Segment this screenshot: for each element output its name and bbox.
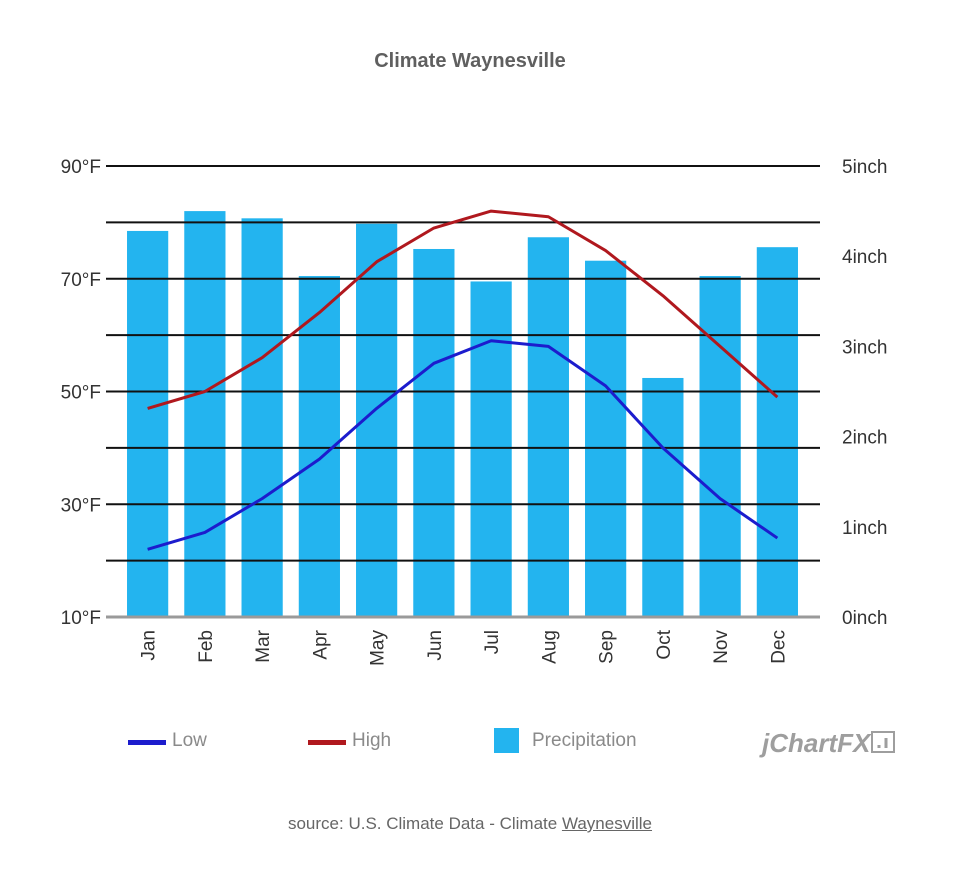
- precip-bar: [756, 247, 798, 617]
- right-tick-label: 1inch: [842, 518, 887, 539]
- category-label: Nov: [711, 630, 732, 664]
- category-label: Aug: [539, 630, 560, 664]
- right-axis: 5inch 4inch 3inch 2inch 1inch 0inch: [842, 157, 887, 629]
- left-tick-label: 30°F: [61, 495, 101, 516]
- right-tick-label: 2inch: [842, 428, 887, 449]
- precip-bar: [470, 281, 512, 617]
- source-link[interactable]: Waynesville: [561, 814, 653, 833]
- category-label: Jul: [482, 630, 503, 654]
- category-label: Mar: [253, 629, 274, 662]
- precip-bar: [585, 260, 627, 617]
- left-tick-label: 50°F: [61, 383, 101, 404]
- category-label: Apr: [310, 629, 331, 659]
- legend-label: High: [352, 730, 391, 751]
- source-prefix: source: U.S. Climate Data - Climate: [287, 814, 562, 833]
- precip-bar: [127, 230, 169, 617]
- chart-title: Climate Waynesville: [374, 50, 566, 72]
- precip-bar: [527, 237, 569, 617]
- category-label: Jun: [425, 630, 446, 661]
- category-label: Feb: [196, 630, 217, 663]
- low-legend-swatch: [128, 740, 166, 745]
- jchartfx-icon: [871, 731, 895, 753]
- category-label: Oct: [654, 629, 675, 659]
- legend: Low High Precipitation: [128, 728, 895, 753]
- x-axis: Jan Feb Mar Apr May Jun Jul Aug Sep Oct Nov Dec: [139, 629, 790, 666]
- category-label: Sep: [597, 630, 618, 664]
- right-tick-label: 4inch: [842, 247, 887, 268]
- precip-bar: [642, 377, 684, 617]
- left-tick-label: 90°F: [61, 157, 101, 178]
- precip-bar: [699, 276, 741, 617]
- right-tick-label: 0inch: [842, 608, 887, 629]
- right-tick-label: 5inch: [842, 157, 887, 178]
- gridlines: [106, 165, 820, 619]
- low-line: [147, 339, 779, 551]
- precip-bar: [413, 248, 455, 617]
- category-label: Dec: [768, 630, 789, 664]
- bars-layer: [127, 211, 798, 618]
- lines-layer: [147, 209, 779, 551]
- precipitation-legend-swatch: [494, 728, 519, 753]
- left-axis: 90°F 70°F 50°F 30°F 10°F: [61, 157, 101, 629]
- legend-label: Precipitation: [532, 730, 637, 751]
- jchartfx-logo: jChartFX: [762, 728, 871, 758]
- high-legend-swatch: [308, 740, 346, 745]
- precip-bar: [184, 211, 226, 617]
- left-tick-label: 10°F: [61, 608, 101, 629]
- category-label: Jan: [139, 630, 160, 661]
- left-tick-label: 70°F: [61, 270, 101, 291]
- category-label: May: [368, 630, 389, 666]
- source-note: source: U.S. Climate Data - Climate Wayn…: [0, 814, 940, 834]
- legend-label: Low: [172, 730, 207, 751]
- high-line: [147, 209, 779, 410]
- precip-bar: [241, 218, 283, 618]
- right-tick-label: 3inch: [842, 337, 887, 358]
